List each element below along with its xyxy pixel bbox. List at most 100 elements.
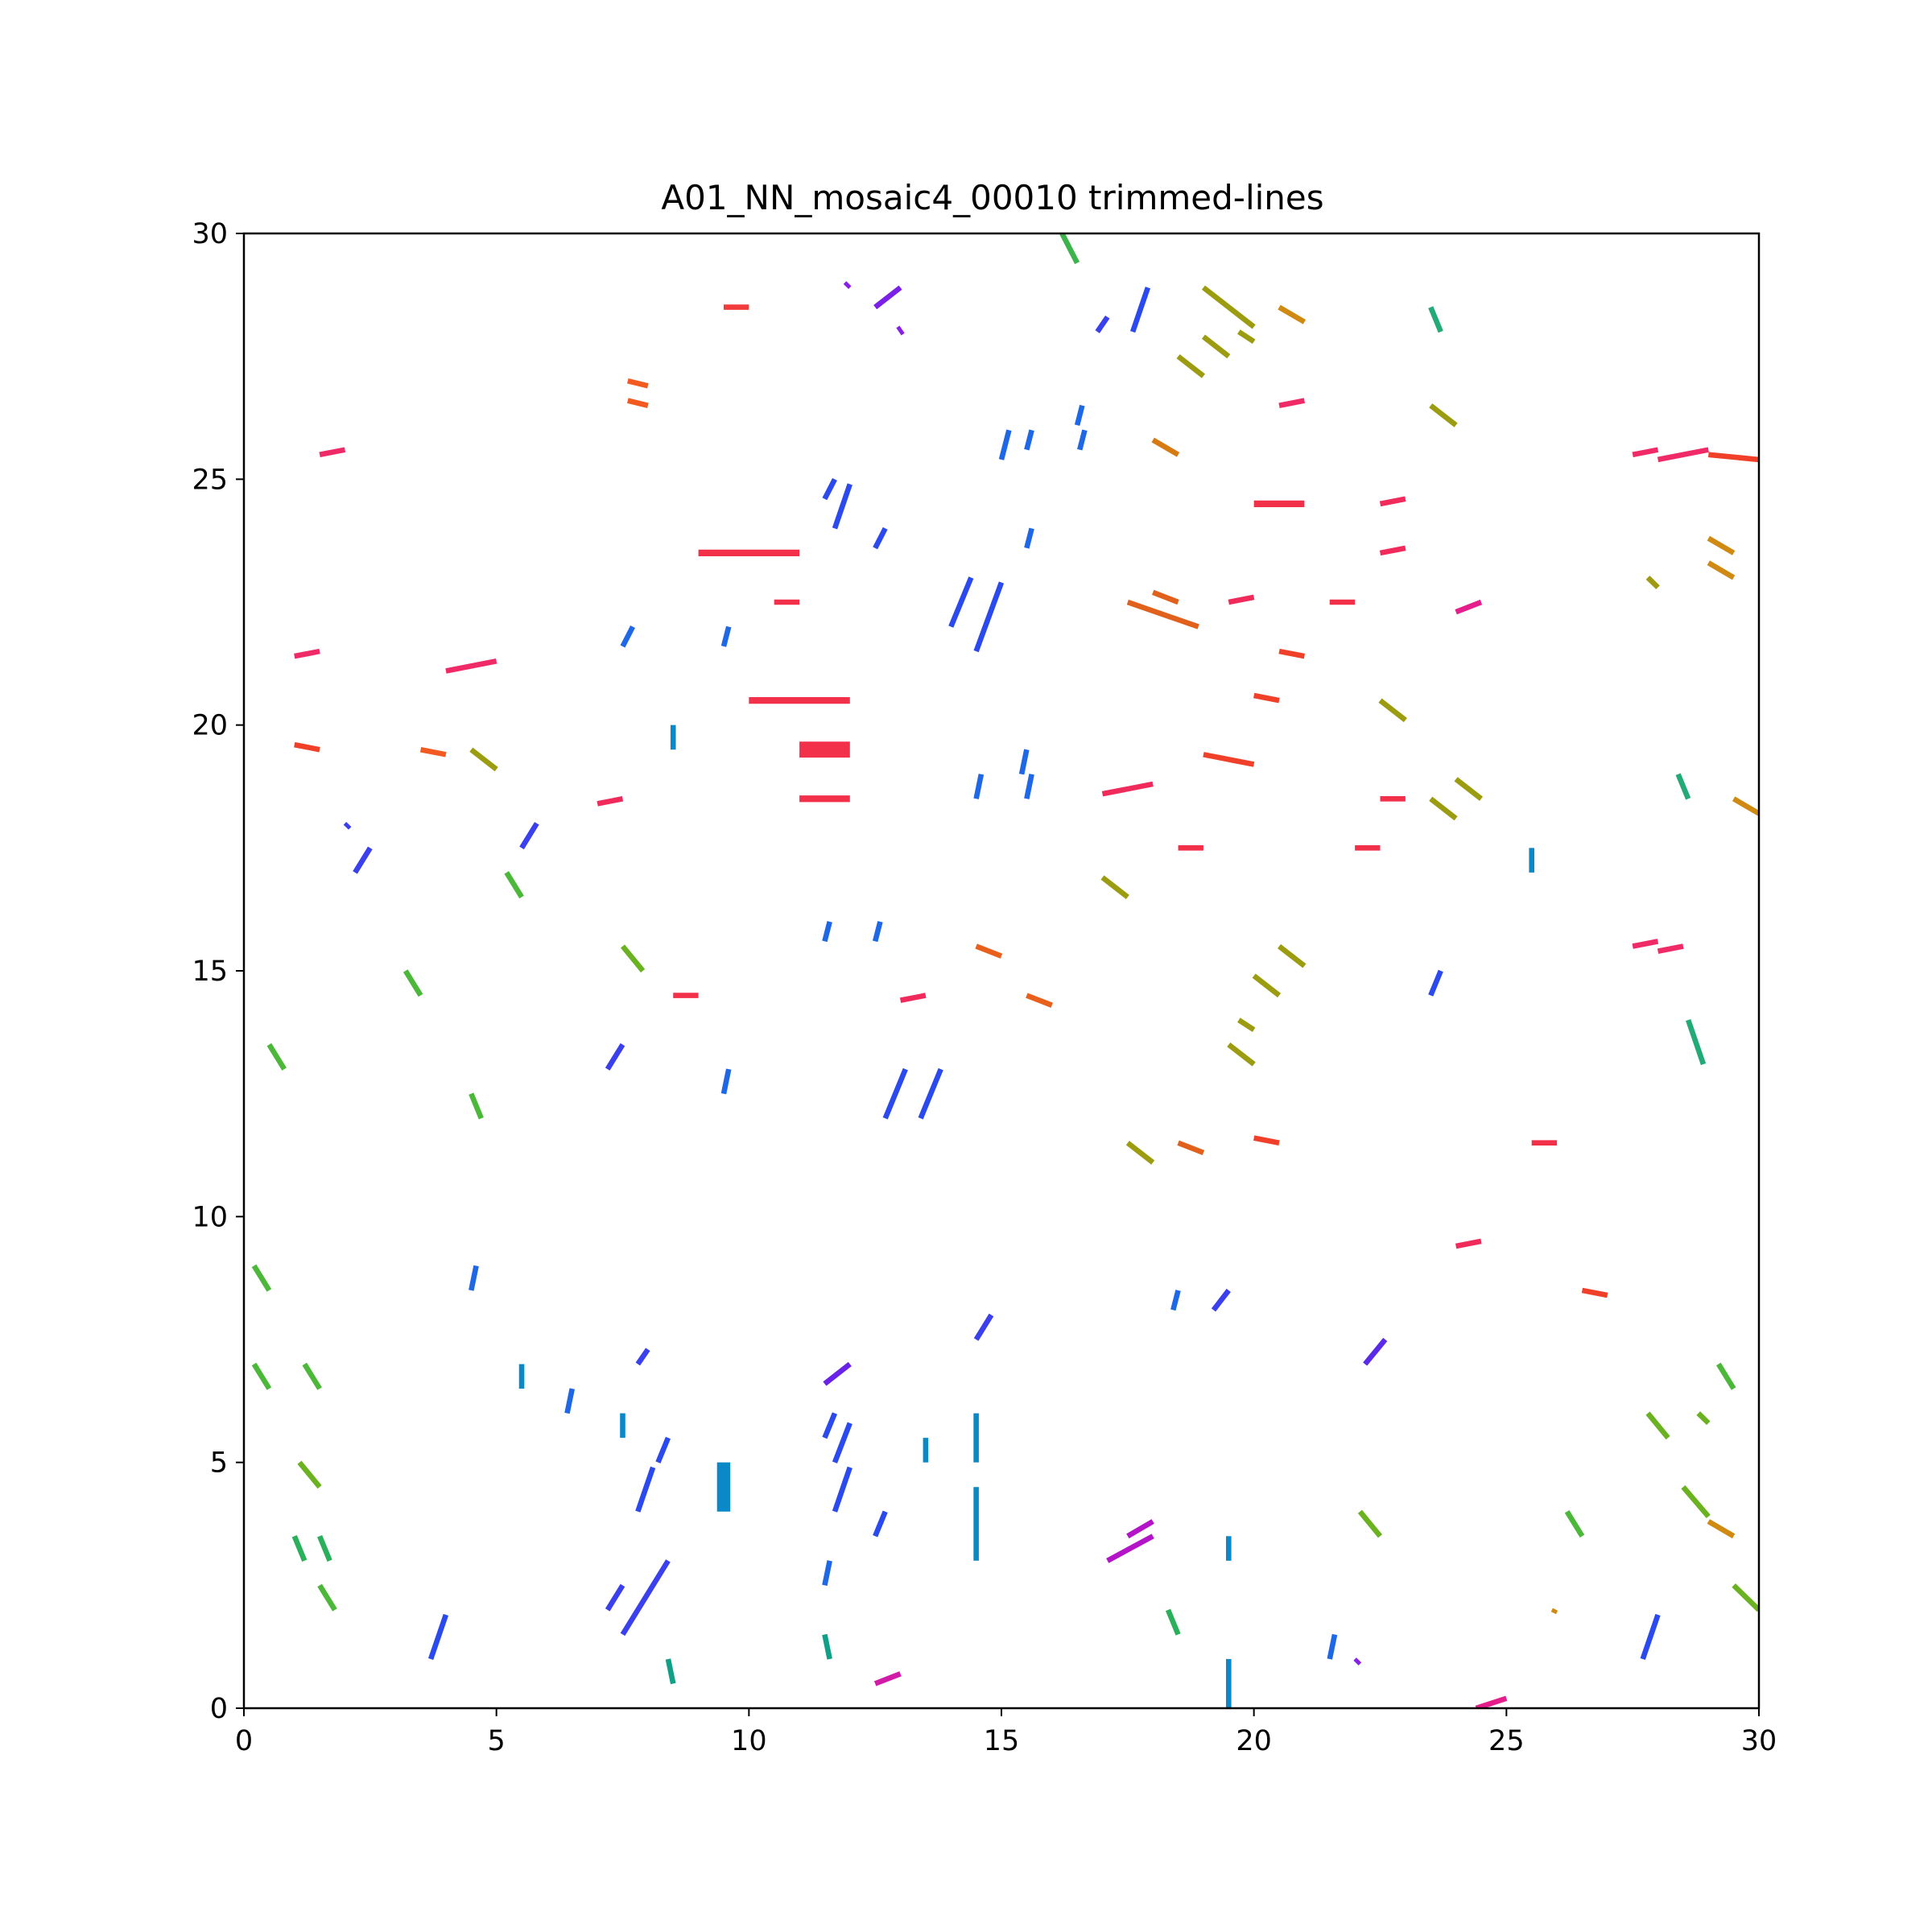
- line-segment: [832, 483, 852, 530]
- line-segment: [1024, 429, 1034, 451]
- line-segment: [973, 581, 1005, 653]
- line-segment: [251, 1264, 272, 1292]
- line-segment: [1278, 648, 1306, 659]
- line-segment: [597, 796, 624, 807]
- line-segment: [605, 1042, 625, 1071]
- line-segment: [822, 921, 832, 943]
- line-segment: [1707, 452, 1759, 463]
- line-segment: [822, 1633, 832, 1660]
- line-segment: [873, 285, 902, 310]
- line-segment: [1106, 1534, 1154, 1563]
- line-segment: [1707, 560, 1736, 580]
- x-axis: 0 5 10 15 20 25 30: [235, 1708, 1777, 1757]
- line-segment: [1203, 752, 1255, 767]
- line-segment: [1686, 1018, 1707, 1066]
- line-segment: [1707, 535, 1736, 555]
- line-segment: [635, 1466, 656, 1513]
- line-segment: [1475, 1695, 1508, 1708]
- line-segment: [873, 1671, 902, 1686]
- line-segment: [1125, 1141, 1155, 1165]
- line-segment: [873, 1510, 888, 1538]
- line-segment: [469, 747, 498, 772]
- line-segment: [343, 822, 352, 830]
- line-segment: [297, 1460, 322, 1489]
- line-segment: [832, 1422, 852, 1463]
- line-segment: [1237, 329, 1256, 345]
- line-segment: [1363, 1337, 1388, 1366]
- line-segment: [1550, 1608, 1558, 1615]
- line-segment: [882, 1067, 908, 1120]
- line-segment: [294, 741, 320, 753]
- line-segment: [317, 1583, 337, 1612]
- line-segment: [655, 1436, 671, 1463]
- line-segment: [896, 325, 905, 336]
- line-segment: [998, 429, 1012, 460]
- line-segment: [1454, 777, 1483, 801]
- y-tick-label: 5: [210, 1447, 228, 1480]
- line-segment: [1675, 773, 1691, 800]
- line-segment: [564, 1388, 575, 1414]
- line-segment: [626, 378, 649, 389]
- line-segment: [1278, 398, 1306, 408]
- line-segment: [1429, 403, 1458, 427]
- line-segment: [720, 1068, 732, 1095]
- line-segment: [1201, 285, 1256, 329]
- line-segment: [251, 1362, 272, 1390]
- y-tick-label: 10: [192, 1201, 228, 1233]
- line-segment: [319, 447, 346, 458]
- line-segment: [620, 625, 635, 648]
- line-segment: [266, 1042, 287, 1071]
- line-segment: [1732, 1583, 1759, 1612]
- line-segment: [1707, 1519, 1736, 1539]
- line-segment: [1632, 447, 1659, 458]
- y-tick-label: 25: [192, 464, 228, 496]
- line-segment: [1327, 1633, 1338, 1660]
- x-tick-label: 10: [731, 1725, 767, 1757]
- line-segment: [1095, 315, 1110, 333]
- line-segment: [419, 746, 447, 758]
- line-segment: [1059, 233, 1080, 265]
- chart-title: A01_NN_mosaic4_00010 trimmed-lines: [661, 178, 1323, 217]
- line-segment: [1018, 749, 1030, 775]
- line-segment: [469, 1092, 484, 1120]
- y-tick-label: 15: [192, 956, 228, 988]
- line-segment: [1152, 589, 1179, 605]
- line-segment: [1681, 1485, 1711, 1518]
- line-segment: [1201, 334, 1231, 359]
- line-segment: [1379, 496, 1406, 507]
- line-segment: [1645, 576, 1660, 590]
- line-segment: [1278, 304, 1307, 324]
- line-segment: [832, 1466, 852, 1513]
- line-segment: [899, 993, 927, 1003]
- line-segment: [1026, 993, 1053, 1008]
- line-segment: [1074, 404, 1085, 426]
- line-segment: [1024, 527, 1034, 549]
- line-segment: [1228, 594, 1255, 605]
- line-segment: [504, 871, 524, 899]
- line-segment: [1353, 1657, 1362, 1666]
- line-segment: [1357, 1509, 1383, 1538]
- line-segment: [1428, 969, 1443, 997]
- line-segment: [317, 1535, 332, 1563]
- line-segment: [1177, 1140, 1205, 1156]
- line-segment: [1429, 796, 1458, 821]
- line-segment: [353, 846, 373, 874]
- x-tick-label: 30: [1741, 1725, 1777, 1757]
- line-segment: [1378, 698, 1407, 723]
- x-tick-label: 25: [1488, 1725, 1525, 1757]
- line-segment: [843, 281, 852, 289]
- line-segment: [1253, 1135, 1280, 1146]
- line-segment: [1170, 1290, 1181, 1311]
- line-segment: [294, 648, 320, 659]
- line-segment: [1640, 1613, 1661, 1661]
- line-segment: [1253, 692, 1280, 704]
- line-segment: [1564, 1510, 1585, 1538]
- line-segment: [635, 1348, 650, 1366]
- line-segment: [1165, 1608, 1181, 1636]
- line-segment: [1126, 599, 1199, 630]
- line-segment: [973, 1313, 994, 1341]
- line-segment: [469, 1265, 479, 1291]
- x-tick-label: 20: [1236, 1725, 1272, 1757]
- line-segment: [1100, 875, 1129, 900]
